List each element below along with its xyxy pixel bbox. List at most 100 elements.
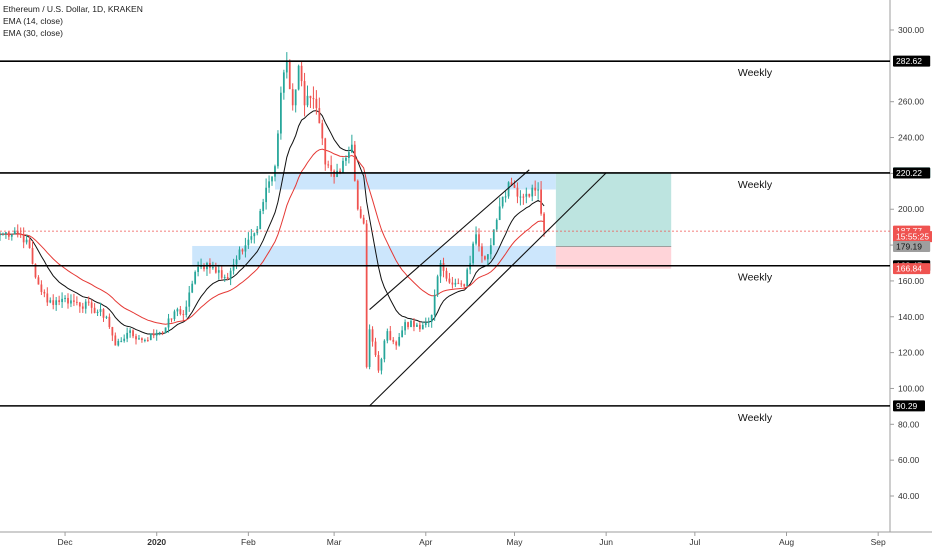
candle-body-54 [158, 332, 161, 334]
candle-body-99 [291, 89, 294, 106]
channel-upper-line [369, 169, 530, 311]
candle-body-34 [99, 309, 102, 312]
candle-body-143 [421, 324, 424, 330]
candle-body-2 [5, 232, 7, 234]
candle-body-107 [315, 98, 318, 109]
candle-body-171 [504, 196, 507, 198]
candle-body-14 [40, 284, 43, 292]
candle-body-102 [300, 65, 303, 82]
candle-body-38 [111, 327, 114, 336]
candle-body-57 [167, 318, 170, 328]
candle-body-31 [90, 302, 93, 308]
candle-body-20 [58, 300, 61, 303]
candle-body-36 [105, 316, 108, 318]
zone-rect-1 [192, 245, 556, 266]
candle-body-60 [176, 309, 179, 312]
candle-body-165 [486, 254, 489, 260]
candle-body-116 [342, 160, 344, 173]
candle-body-1 [2, 233, 4, 235]
candle-body-7 [19, 233, 22, 236]
candle-body-111 [327, 164, 330, 166]
price-tag-bg-5 [893, 241, 931, 253]
candle-body-40 [117, 340, 120, 346]
candle-body-98 [288, 60, 291, 90]
candle-body-5 [13, 230, 16, 235]
candle-body-170 [501, 196, 504, 207]
candle-body-173 [510, 182, 513, 186]
channel-lower-line [369, 172, 607, 407]
candle-body-106 [312, 98, 315, 100]
candle-body-29 [84, 301, 87, 309]
candle-body-51 [149, 333, 152, 340]
candle-body-10 [28, 239, 31, 249]
candle-body-69 [203, 265, 205, 270]
x-tick-label-7: Jul [689, 537, 700, 547]
candle-body-162 [478, 234, 480, 247]
candle-body-177 [522, 196, 525, 198]
candle-body-19 [55, 300, 58, 305]
price-tag-0: 282.62 [896, 56, 922, 66]
candle-body-41 [120, 340, 123, 342]
candle-body-96 [282, 72, 285, 93]
candle-body-55 [161, 332, 164, 334]
y-tick-label-60: 60.00 [898, 455, 920, 465]
candle-body-93 [274, 166, 276, 177]
candle-body-95 [280, 92, 282, 134]
candle-body-84 [247, 239, 250, 246]
ema-fast-label: EMA (14, close) [3, 16, 63, 26]
candle-body-117 [345, 158, 347, 161]
candle-body-65 [191, 283, 194, 293]
candle-body-74 [217, 270, 220, 273]
candle-body-81 [238, 249, 241, 260]
candle-body-164 [484, 256, 486, 260]
candle-body-35 [102, 309, 105, 318]
candle-body-127 [374, 341, 377, 356]
candle-body-133 [392, 339, 395, 342]
y-tick-label-100: 100.00 [898, 383, 924, 393]
y-tick-label-120: 120.00 [898, 348, 924, 358]
candle-body-144 [424, 322, 427, 325]
candle-body-32 [93, 307, 96, 314]
candle-body-156 [460, 283, 463, 285]
candle-body-77 [226, 277, 229, 280]
candle-body-103 [303, 81, 306, 106]
price-tag-4: 15:55:25 [896, 232, 929, 242]
candle-body-148 [436, 276, 439, 295]
candle-body-92 [271, 176, 273, 182]
candle-body-13 [37, 277, 40, 285]
price-tag-bg-7 [893, 263, 931, 275]
candle-body-37 [108, 316, 111, 328]
candle-body-28 [81, 306, 84, 309]
candle-body-138 [407, 322, 409, 328]
candle-body-6 [16, 230, 19, 234]
candle-body-125 [368, 329, 371, 367]
candle-body-94 [277, 133, 279, 167]
candle-body-126 [371, 329, 374, 342]
candle-body-8 [22, 235, 25, 243]
candle-body-48 [141, 338, 143, 341]
candle-body-163 [481, 246, 483, 257]
candle-body-150 [442, 263, 445, 271]
x-tick-label-8: Aug [779, 537, 794, 547]
candle-body-88 [259, 211, 262, 229]
candle-body-56 [164, 327, 167, 333]
candle-body-112 [330, 165, 333, 171]
candle-body-124 [365, 223, 368, 367]
candle-body-46 [135, 336, 137, 340]
candle-body-66 [194, 271, 197, 284]
y-tick-label-140: 140.00 [898, 312, 924, 322]
price-tag-7: 166.84 [896, 264, 922, 274]
price-tag-2: 220.22 [896, 168, 922, 178]
candle-body-155 [457, 282, 460, 284]
candle-body-73 [214, 267, 217, 273]
candle-body-181 [534, 187, 537, 191]
candle-body-86 [253, 233, 256, 237]
candle-body-61 [179, 309, 182, 315]
candle-body-24 [70, 300, 72, 304]
weekly-level-label-0: Weekly [738, 67, 773, 79]
candle-body-122 [359, 209, 362, 218]
candle-body-113 [333, 170, 336, 177]
candle-body-75 [220, 270, 223, 278]
